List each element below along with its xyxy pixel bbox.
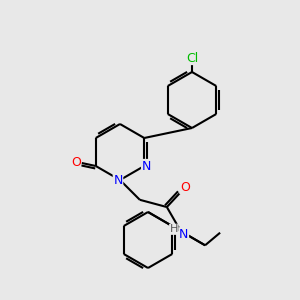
- Text: Cl: Cl: [186, 52, 198, 64]
- Text: N: N: [142, 160, 151, 172]
- Text: H: H: [170, 224, 178, 234]
- Text: O: O: [180, 181, 190, 194]
- Text: N: N: [113, 173, 123, 187]
- Text: N: N: [179, 228, 188, 241]
- Text: O: O: [71, 157, 81, 169]
